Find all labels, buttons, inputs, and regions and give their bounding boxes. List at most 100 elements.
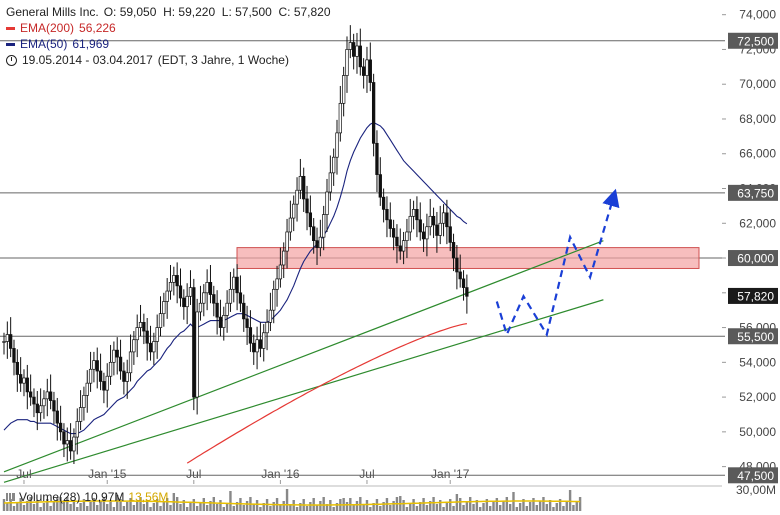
volume-bar: [552, 507, 555, 511]
volume-bar: [305, 506, 309, 511]
price-candle: [245, 318, 249, 328]
volume-bar: [578, 497, 582, 511]
price-candle: [102, 381, 106, 391]
price-candle: [368, 59, 372, 83]
volume-bar: [195, 506, 199, 511]
volume-bar: [518, 503, 522, 511]
price-candle: [172, 275, 176, 283]
volume-bar: [29, 497, 32, 511]
price-candle: [352, 42, 356, 57]
volume-bar: [202, 498, 205, 511]
volume-bar: [72, 500, 76, 511]
volume-bar: [182, 500, 186, 511]
volume-bar: [522, 499, 525, 511]
volume-bars-icon: [6, 493, 15, 501]
volume-bar: [469, 497, 472, 511]
volume-bar: [22, 505, 26, 511]
volume-bar: [205, 505, 209, 511]
price-candle: [5, 334, 9, 342]
volume-bar: [96, 505, 99, 511]
y-tick-label: 70,000: [739, 77, 776, 91]
volume-bar: [558, 499, 562, 511]
price-candle: [318, 236, 322, 248]
volume-bar: [525, 506, 529, 511]
volume-bar: [192, 499, 196, 511]
trendline: [3, 240, 604, 473]
y-tick-label: 54,000: [739, 355, 776, 369]
volume-bar: [528, 502, 532, 511]
volume-bar: [159, 506, 162, 511]
volume-bar: [235, 502, 239, 511]
price-candle: [52, 400, 56, 412]
price-candle: [275, 278, 279, 290]
price-candle: [252, 342, 256, 353]
price-candle: [128, 351, 133, 374]
price-level-box: [728, 184, 778, 201]
price-candle: [108, 361, 113, 377]
chart-legend: General Mills Inc. O: 59,050 H: 59,220 L…: [6, 4, 331, 68]
volume-bar: [52, 502, 56, 511]
y-tick-label: 68,000: [739, 112, 776, 126]
x-tick-label: Jul: [359, 467, 374, 481]
volume-bar: [279, 505, 282, 511]
volume-bar: [505, 497, 509, 511]
volume-bar: [345, 502, 349, 511]
time-axis: Jul Jan '15 Jul Jan '16 Jul Jan '17: [16, 467, 470, 484]
x-tick-label: Jan '17: [431, 467, 470, 481]
price-candle: [168, 282, 173, 292]
ema50-line: [3, 121, 468, 435]
price-candle: [58, 422, 63, 433]
price-candle: [235, 276, 239, 294]
trendlines: [3, 240, 604, 483]
volume-bar: [19, 498, 22, 511]
volume-bar: [415, 506, 419, 511]
volume-bar: [465, 501, 469, 511]
price-candle: [415, 209, 419, 221]
price-candle: [95, 360, 99, 372]
volume-bar: [309, 502, 312, 511]
price-candle: [85, 382, 89, 396]
volume-bar: [392, 501, 395, 511]
volume-bar: [116, 495, 119, 511]
price-candle: [388, 219, 392, 229]
y-tick-label: 74,000: [739, 8, 776, 22]
volume-bar: [245, 501, 249, 511]
price-candle: [215, 302, 219, 318]
volume-bar: [259, 507, 262, 511]
price-candle: [448, 226, 452, 243]
price-candle: [202, 292, 206, 304]
range-info: (EDT, 3 Jahre, 1 Woche): [157, 53, 289, 67]
volume-bar: [76, 507, 79, 511]
price-candle: [72, 436, 76, 452]
volume-bar: [162, 502, 166, 511]
price-candle: [35, 403, 39, 414]
price-candle: [328, 172, 332, 193]
volume-bar: [92, 498, 96, 511]
price-candle: [308, 212, 313, 228]
volume-bar: [332, 507, 335, 511]
price-candle: [408, 215, 412, 233]
volume-bar: [86, 506, 89, 511]
volume-bar: [379, 506, 382, 511]
legend-ema50-row[interactable]: EMA(50) 61,969: [6, 36, 331, 52]
price-candle: [19, 374, 23, 384]
volume-bar: [562, 506, 565, 511]
ema50-label: EMA(50): [20, 37, 68, 51]
volume-bar: [449, 499, 452, 511]
volume-bar: [315, 505, 319, 511]
price-candle: [48, 391, 53, 401]
legend-ema200-row[interactable]: EMA(200) 56,226: [6, 20, 331, 36]
volume-bar: [152, 503, 156, 511]
x-tick-label: Jul: [16, 467, 31, 481]
volume-bar: [262, 503, 265, 511]
volume-bar: [112, 507, 116, 511]
price-candle: [192, 287, 196, 398]
y-tick-label: 66,000: [739, 147, 776, 161]
price-candle: [188, 287, 193, 297]
volume-bar: [508, 504, 512, 511]
price-candle: [115, 349, 119, 358]
price-candle: [118, 356, 123, 372]
price-candle: [391, 228, 396, 238]
